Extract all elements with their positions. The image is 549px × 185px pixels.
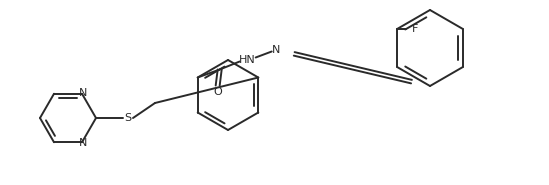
Text: N: N (79, 88, 87, 98)
Text: S: S (125, 113, 132, 123)
Text: O: O (214, 87, 222, 97)
Text: F: F (412, 24, 418, 34)
Text: N: N (272, 45, 280, 55)
Text: HN: HN (239, 55, 256, 65)
Text: N: N (79, 138, 87, 148)
